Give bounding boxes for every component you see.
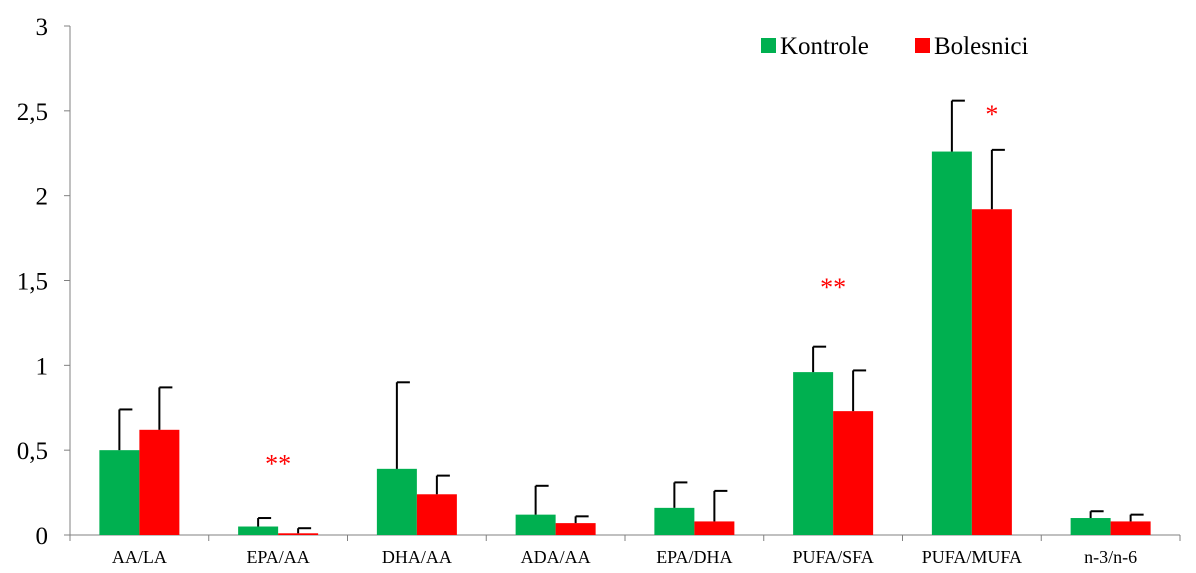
bar-bolesnici (694, 521, 735, 535)
legend: Kontrole Bolesnici (761, 33, 1028, 60)
category-label: n-3/n-6 (1084, 547, 1137, 567)
bar-group (654, 481, 735, 535)
bar-kontrole (515, 514, 556, 535)
legend-item: Kontrole (761, 33, 869, 60)
y-tick-label: 1 (36, 353, 49, 380)
significance-marker: ** (265, 449, 291, 478)
category-label: ADA/AA (521, 547, 591, 567)
x-axis: AA/LA EPA/AA DHA/AA ADA/AA EPA/DHA PUFA/SFA PU… (69, 534, 1181, 567)
significance-marker: ** (820, 273, 846, 302)
category-label: DHA/AA (382, 547, 452, 567)
bar-group (238, 517, 319, 535)
bar-groups (99, 99, 1151, 536)
bar-kontrole (1070, 518, 1111, 535)
y-axis: 0 0,5 1 1,5 2 2,5 3 (17, 14, 71, 550)
bar-kontrole (931, 151, 972, 535)
legend-label: Bolesnici (934, 33, 1028, 60)
bar-group (1070, 510, 1151, 535)
legend-swatch (761, 38, 776, 53)
bar-group (99, 386, 180, 535)
bar-group (376, 381, 457, 535)
bar-bolesnici (1110, 521, 1151, 535)
bar-kontrole (654, 507, 695, 535)
bar-bolesnici (971, 209, 1012, 536)
bar-bolesnici (555, 523, 596, 535)
bar-bolesnici (416, 494, 457, 535)
legend-item: Bolesnici (915, 33, 1028, 60)
bar-kontrole (793, 372, 834, 535)
category-label: EPA/DHA (656, 547, 732, 567)
y-tick-label: 0,5 (17, 438, 48, 465)
category-label: PUFA/SFA (792, 547, 873, 567)
bar-group (515, 484, 596, 535)
y-tick-label: 2 (36, 184, 49, 211)
y-tick-label: 2,5 (17, 99, 48, 126)
bar-kontrole (376, 468, 417, 535)
category-label: EPA/AA (246, 547, 309, 567)
y-tick-label: 0 (36, 523, 49, 550)
y-tick-label: 3 (36, 14, 49, 41)
bar-bolesnici (833, 411, 874, 535)
bar-bolesnici (139, 429, 180, 535)
bar-group (931, 99, 1012, 536)
bar-kontrole (99, 450, 140, 535)
legend-label: Kontrole (780, 33, 869, 60)
bar-group (793, 345, 874, 535)
significance-marker: * (985, 100, 998, 129)
legend-swatch (915, 38, 930, 53)
bar-kontrole (238, 526, 279, 535)
category-label: PUFA/MUFA (922, 547, 1022, 567)
y-tick-label: 1,5 (17, 269, 48, 296)
category-label: AA/LA (112, 547, 167, 567)
significance-markers: ***** (265, 100, 998, 479)
bar-bolesnici (278, 533, 319, 535)
